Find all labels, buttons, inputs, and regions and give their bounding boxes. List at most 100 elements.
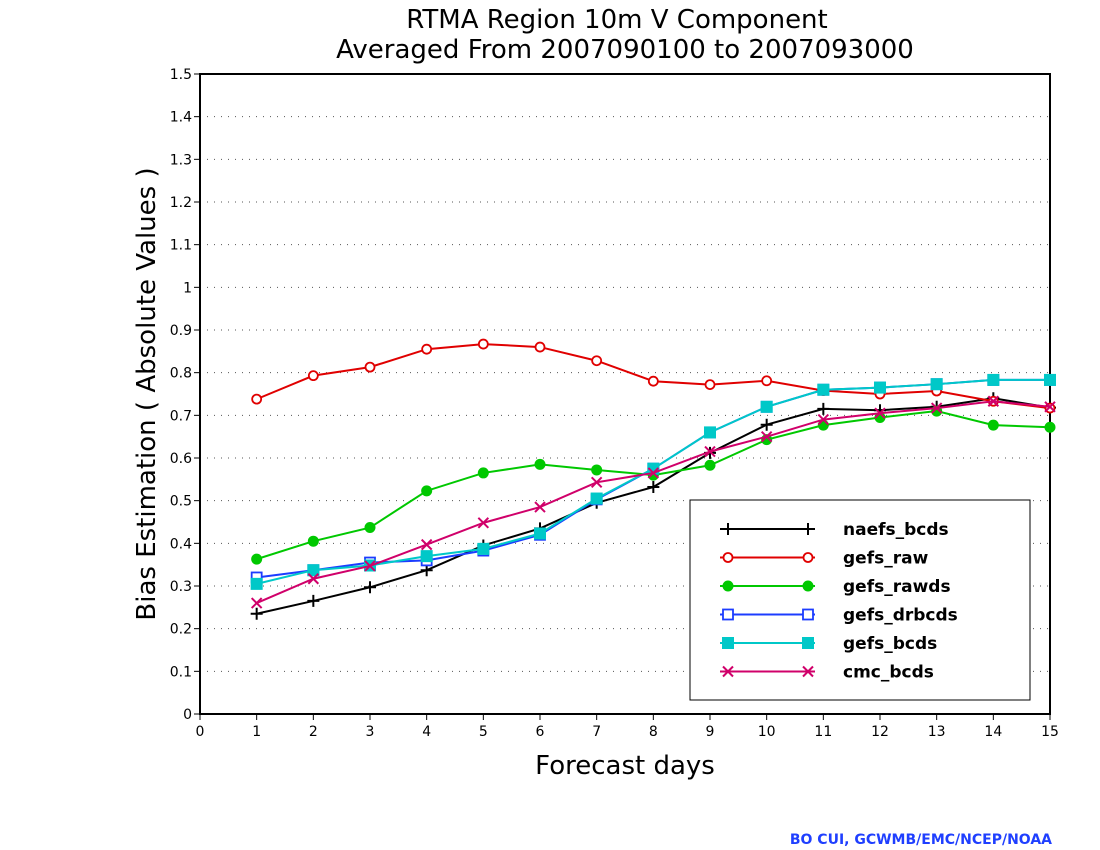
data-point <box>802 523 814 535</box>
x-tick-label: 0 <box>196 724 205 740</box>
data-point <box>930 402 943 414</box>
data-point <box>874 407 886 419</box>
data-point <box>722 608 734 621</box>
data-point <box>817 413 830 426</box>
data-point <box>477 467 489 479</box>
y-tick-label: 1 <box>183 280 192 296</box>
data-point <box>307 370 319 382</box>
data-point <box>364 560 376 572</box>
x-tick-label: 11 <box>814 724 832 740</box>
data-point <box>364 522 376 534</box>
legend-label: gefs_bcds <box>843 634 937 654</box>
legend-entry: cmc_bcds <box>720 663 934 683</box>
data-point <box>802 665 814 678</box>
data-point <box>364 361 376 373</box>
data-point <box>591 355 603 367</box>
data-point <box>1044 421 1056 433</box>
series-cmc_bcds <box>250 395 1056 609</box>
y-tick-label: 1.2 <box>170 195 192 211</box>
y-tick-label: 1.5 <box>170 67 192 83</box>
data-point <box>307 535 319 547</box>
data-point <box>534 341 546 353</box>
x-tick-label: 4 <box>422 724 431 740</box>
data-point <box>421 343 433 355</box>
data-point <box>704 445 716 458</box>
x-tick-label: 14 <box>984 724 1002 740</box>
legend-entry: gefs_drbcds <box>720 606 958 626</box>
x-tick-label: 7 <box>592 724 601 740</box>
data-point <box>802 637 814 649</box>
x-tick-label: 5 <box>479 724 488 740</box>
data-point <box>420 538 433 551</box>
y-tick-label: 1.1 <box>170 238 192 254</box>
data-point <box>874 381 886 394</box>
y-tick-label: 0.2 <box>170 622 192 638</box>
data-point <box>534 501 546 513</box>
data-point <box>722 665 734 678</box>
data-point <box>250 577 263 590</box>
data-point <box>251 553 263 565</box>
data-point <box>760 430 773 443</box>
data-point <box>722 552 734 563</box>
data-point <box>251 393 263 405</box>
legend-label: gefs_rawds <box>843 577 951 597</box>
y-tick-label: 0.5 <box>170 494 192 510</box>
y-tick-label: 0.8 <box>170 366 192 382</box>
data-point <box>817 402 830 415</box>
legend-label: naefs_bcds <box>843 520 949 540</box>
data-point <box>477 338 489 350</box>
data-point <box>591 464 603 476</box>
data-point <box>722 523 734 535</box>
data-point <box>987 395 1000 407</box>
legend-entry: naefs_bcds <box>720 520 949 540</box>
data-point <box>477 542 490 555</box>
data-point <box>590 476 603 489</box>
data-point <box>817 383 830 396</box>
y-tick-label: 0.6 <box>170 451 192 467</box>
y-tick-label: 0.1 <box>170 664 192 680</box>
data-point <box>420 550 433 563</box>
data-point <box>647 467 660 479</box>
data-point <box>760 418 773 431</box>
data-point <box>364 581 376 594</box>
credit-text: BO CUI, GCWMB/EMC/NCEP/NOAA <box>789 832 1052 848</box>
series-layer <box>250 338 1056 620</box>
data-point <box>802 608 814 621</box>
x-tick-label: 9 <box>706 724 715 740</box>
legend-label: gefs_raw <box>843 549 929 569</box>
data-point <box>987 373 1000 386</box>
data-point <box>647 481 660 494</box>
data-point <box>761 375 773 387</box>
legend-label: gefs_drbcds <box>843 606 958 626</box>
data-point <box>802 552 814 563</box>
x-tick-label: 2 <box>309 724 318 740</box>
x-axis-label: Forecast days <box>535 751 715 781</box>
data-point <box>250 597 263 609</box>
x-tick-label: 13 <box>928 724 946 740</box>
data-point <box>987 419 999 431</box>
y-tick-label: 0 <box>183 707 192 723</box>
chart-title: RTMA Region 10m V Component <box>406 5 827 35</box>
x-tick-label: 6 <box>536 724 545 740</box>
y-tick-label: 0.3 <box>170 579 192 595</box>
x-tick-label: 15 <box>1041 724 1059 740</box>
y-tick-label: 1.4 <box>170 110 192 126</box>
x-tick-label: 12 <box>871 724 889 740</box>
legend-label: cmc_bcds <box>843 663 934 683</box>
data-point <box>307 594 320 607</box>
data-point <box>647 375 659 387</box>
data-point <box>1044 373 1056 386</box>
x-tick-label: 10 <box>758 724 776 740</box>
legend-entry: gefs_rawds <box>720 577 951 597</box>
data-point <box>722 637 734 649</box>
data-point <box>704 459 716 471</box>
data-point <box>307 564 320 577</box>
y-tick-label: 1.3 <box>170 152 192 168</box>
data-point <box>802 580 814 592</box>
plot-frame <box>199 73 1051 715</box>
data-point <box>704 379 716 391</box>
y-axis-label: Bias Estimation ( Absolute Values ) <box>132 167 162 620</box>
series-gefs_bcds <box>250 373 1056 590</box>
data-point <box>307 573 320 585</box>
x-axis-ticks: 0 1 2 3 4 5 6 7 8 9 10 11 12 13 14 15 <box>196 714 1059 740</box>
